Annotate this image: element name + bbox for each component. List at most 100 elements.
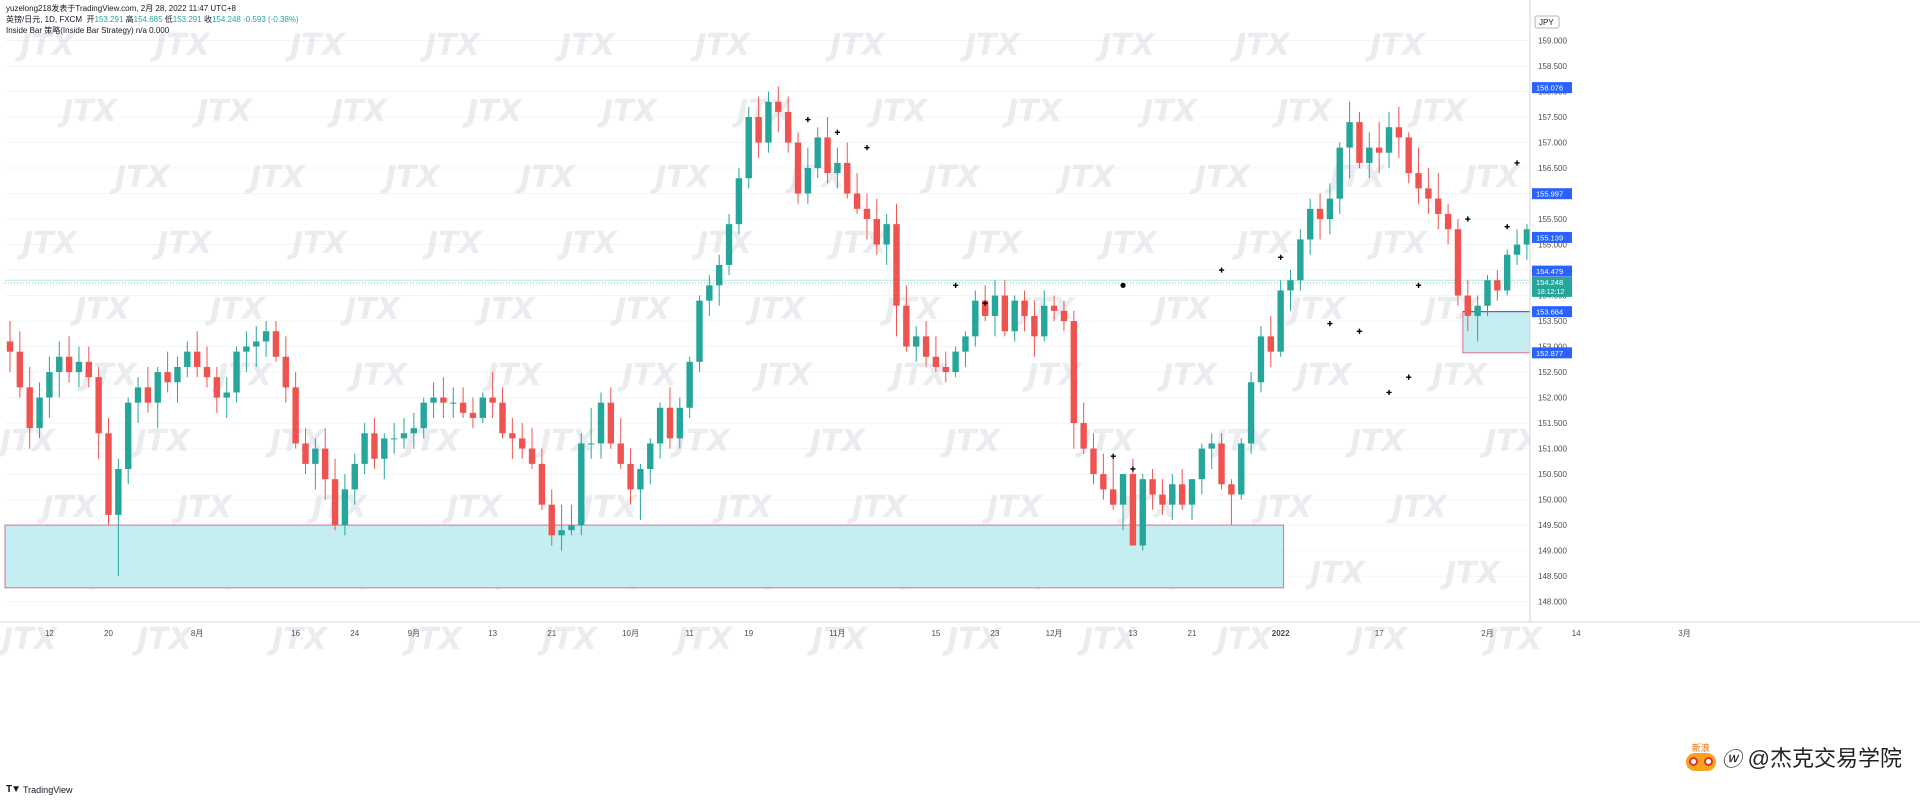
watermark-text: JTX	[887, 358, 949, 393]
level-label: 155.139	[1536, 233, 1563, 242]
candle-body	[922, 336, 930, 357]
candle-body	[1297, 239, 1304, 281]
watermark-text: JTX	[982, 490, 1044, 525]
candle-body	[962, 336, 969, 352]
watermark-text: JTX	[402, 622, 464, 657]
candle	[991, 280, 999, 337]
candle-body	[1356, 122, 1363, 163]
candle	[1435, 173, 1442, 230]
candle	[794, 132, 802, 204]
watermark-text: JTX	[172, 490, 234, 525]
candle-body	[1267, 336, 1274, 352]
candle-body	[282, 356, 289, 388]
watermark-text: JTX	[327, 94, 389, 129]
watermark-text: JTX	[340, 292, 402, 327]
candle-body	[775, 101, 782, 112]
watermark-text: JTX	[940, 424, 1002, 459]
watermark-text: JTX	[110, 160, 172, 195]
candle	[1050, 295, 1058, 322]
signal-cross	[1356, 328, 1363, 334]
indicator-line[interactable]: Inside Bar 策略(Inside Bar Strategy) n/a 0…	[6, 26, 170, 35]
demand-zone	[1462, 311, 1531, 354]
watermark-text: JTX	[1285, 292, 1347, 327]
time-tick-label: 10月	[622, 629, 639, 638]
weibo-eye-icon: 新浪	[1685, 743, 1716, 771]
candle-body	[489, 397, 496, 403]
candle-body	[509, 433, 516, 439]
candle	[1001, 280, 1009, 337]
candle	[1208, 433, 1215, 469]
watermark-text: JTX	[1137, 94, 1199, 129]
candle	[637, 463, 644, 520]
time-tick-label: 20	[104, 629, 113, 638]
watermark-text: JTX	[1002, 94, 1064, 129]
candle-body	[292, 387, 299, 444]
candle	[440, 377, 447, 418]
candle-body	[676, 407, 683, 439]
candle	[65, 336, 73, 383]
price-tick-label: 155.000	[1538, 241, 1567, 250]
watermark-text: JTX	[825, 28, 887, 63]
candle	[666, 387, 674, 449]
price-axis[interactable]: 148.000 148.500 149.000 149.500 150.000 150.5…	[0, 0, 1920, 623]
watermark-text: JTX	[1190, 160, 1252, 195]
open-label: 开	[86, 15, 95, 24]
candle	[765, 91, 772, 153]
candle-body	[1169, 484, 1176, 505]
candle	[1326, 183, 1334, 235]
symbol-label[interactable]: 英镑/日元, 1D, FXCM	[6, 15, 83, 24]
candle	[922, 321, 930, 367]
watermark-text: JTX	[805, 424, 867, 459]
candle	[243, 331, 250, 373]
candle-body	[1444, 213, 1452, 230]
candle-body	[1198, 448, 1206, 480]
watermark-text: JTX	[1292, 358, 1354, 393]
time-tick-label: 21	[547, 629, 556, 638]
level-badge	[1532, 265, 1572, 277]
candle-body	[184, 351, 191, 367]
candle-body	[784, 111, 792, 143]
candle	[952, 346, 959, 378]
candle	[1307, 198, 1314, 255]
candle-body	[637, 468, 644, 490]
candle-body	[1041, 305, 1048, 337]
candle	[696, 295, 703, 373]
watermark-text: JTX	[150, 28, 212, 63]
candle	[1110, 458, 1117, 510]
watermark-text: JTX	[690, 28, 752, 63]
candle-body	[233, 351, 240, 393]
candle-body	[1425, 188, 1432, 199]
time-tick-label: 13	[488, 629, 497, 638]
watermark-text: JTX	[37, 490, 99, 525]
candle-body	[765, 101, 772, 143]
candle-body	[844, 162, 851, 194]
eyes-icon	[1685, 753, 1716, 771]
candle	[134, 377, 142, 424]
candle-body	[1454, 229, 1462, 296]
candle-body	[154, 372, 161, 403]
price-tick-label: 151.500	[1538, 419, 1567, 428]
candle	[371, 417, 378, 469]
watermark-text: JTX	[17, 226, 79, 261]
watermark-text: JTX	[205, 292, 267, 327]
candle-body	[1316, 208, 1324, 220]
candle-body	[627, 463, 634, 490]
price-tick-label: 150.500	[1538, 470, 1567, 479]
close-value: 154.248	[211, 15, 241, 24]
candle-body	[46, 372, 53, 398]
tradingview-logo[interactable]: T▼ TradingView	[6, 784, 73, 795]
signal-cross	[953, 282, 959, 288]
watermark-text: JTX	[0, 622, 59, 657]
candle-body	[430, 397, 437, 403]
candle	[233, 346, 240, 403]
level-label: 154.479	[1536, 267, 1563, 276]
candle	[1178, 468, 1186, 510]
candle-body	[262, 331, 270, 342]
candle-body	[95, 377, 102, 434]
candle	[1523, 224, 1531, 260]
watermark-text: JTX	[1387, 490, 1449, 525]
candle	[509, 417, 516, 459]
candle	[144, 366, 152, 413]
time-axis[interactable]: 12 20 8月 16 24 9月 13 21 10月 11 19 11月 15 23 12月 13 21 202…	[45, 629, 1691, 638]
